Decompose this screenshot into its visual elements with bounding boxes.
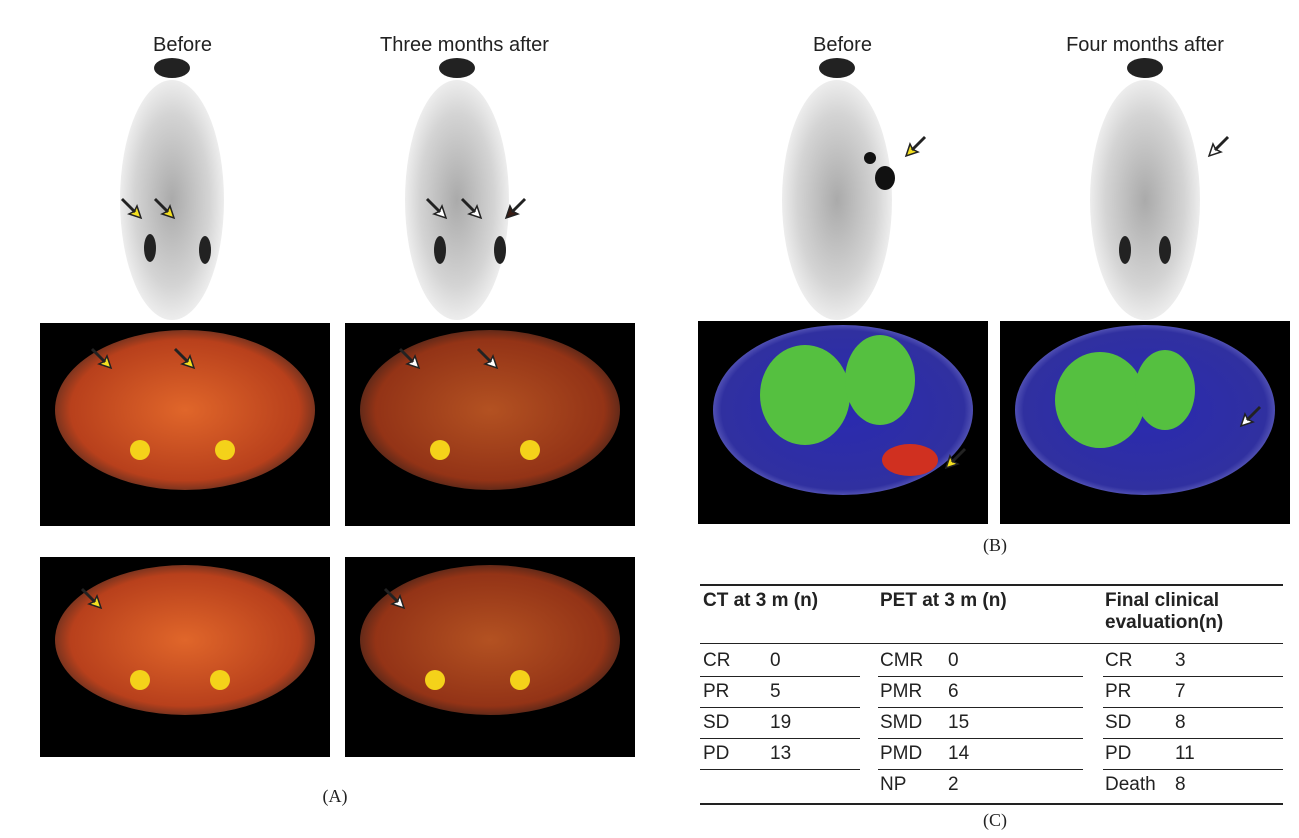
row-rule — [700, 769, 860, 770]
axial-images-a — [40, 323, 635, 757]
row-label: CR — [703, 650, 731, 671]
row-rule — [1103, 707, 1283, 708]
column-header: CT at 3 m (n) — [703, 590, 819, 611]
row-rule — [700, 738, 860, 739]
row-rule — [878, 769, 1083, 770]
row-label: SD — [703, 712, 730, 733]
row-value: 8 — [1175, 712, 1186, 733]
row-value: 13 — [770, 743, 792, 764]
row-label: CMR — [880, 650, 924, 671]
row-rule — [878, 707, 1083, 708]
table-rule — [700, 584, 1283, 586]
row-value: 0 — [770, 650, 781, 671]
row-value: 8 — [1175, 774, 1186, 795]
row-value: 5 — [770, 681, 781, 702]
panel-caption: (A) — [322, 786, 348, 806]
row-rule — [878, 676, 1083, 677]
row-rule — [1103, 769, 1283, 770]
image-label: Before — [813, 34, 872, 56]
row-value: 3 — [1175, 650, 1186, 671]
row-label: SMD — [880, 712, 923, 733]
column-header: Final clinical evaluation(n) — [1105, 590, 1224, 633]
row-rule — [1103, 738, 1283, 739]
row-label: PR — [703, 681, 730, 702]
row-rule — [700, 707, 860, 708]
row-rule — [1103, 676, 1283, 677]
row-value: 14 — [948, 743, 970, 764]
image-label: Before — [153, 34, 212, 56]
image-label: Four months after — [1066, 34, 1224, 56]
image-label: Three months after — [380, 34, 549, 56]
row-rule — [700, 676, 860, 677]
row-label: Death — [1105, 774, 1156, 795]
row-rule — [878, 738, 1083, 739]
row-label: PD — [1105, 743, 1132, 764]
row-value: 2 — [948, 774, 959, 795]
table-rule — [700, 643, 1283, 644]
panel-caption: (B) — [983, 535, 1007, 555]
row-value: 6 — [948, 681, 959, 702]
row-label: PMR — [880, 681, 923, 702]
row-label: PR — [1105, 681, 1132, 702]
mip-images — [100, 58, 1200, 320]
column-header: PET at 3 m (n) — [880, 590, 1007, 611]
row-label: SD — [1105, 712, 1132, 733]
axial-images-b — [698, 321, 1290, 524]
row-label: CR — [1105, 650, 1133, 671]
row-value: 11 — [1175, 743, 1195, 764]
row-label: NP — [880, 774, 907, 795]
row-label: PD — [703, 743, 730, 764]
panel-caption: (C) — [983, 810, 1007, 830]
row-value: 7 — [1175, 681, 1186, 702]
row-label: PMD — [880, 743, 923, 764]
arrows — [80, 135, 1262, 610]
table-rule — [700, 803, 1283, 805]
row-value: 0 — [948, 650, 959, 671]
row-value: 15 — [948, 712, 970, 733]
row-value: 19 — [770, 712, 792, 733]
